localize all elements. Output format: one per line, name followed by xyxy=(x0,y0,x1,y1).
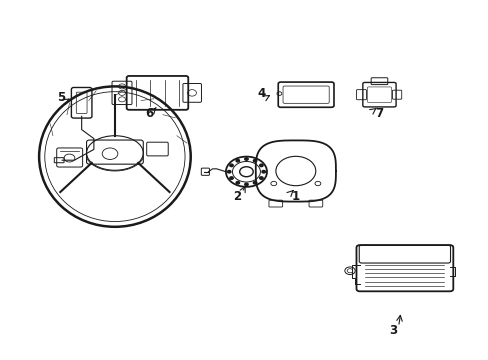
Circle shape xyxy=(227,171,230,173)
Circle shape xyxy=(262,171,265,173)
Text: 5: 5 xyxy=(57,91,65,104)
Text: 6: 6 xyxy=(145,107,153,120)
Circle shape xyxy=(253,159,256,162)
Circle shape xyxy=(259,177,263,179)
Circle shape xyxy=(229,177,233,179)
Text: 7: 7 xyxy=(374,107,382,120)
Text: 3: 3 xyxy=(389,324,397,337)
Circle shape xyxy=(253,181,256,184)
Circle shape xyxy=(236,159,239,162)
Circle shape xyxy=(229,164,233,167)
Circle shape xyxy=(259,164,263,167)
Text: 4: 4 xyxy=(257,87,265,100)
Circle shape xyxy=(244,183,247,186)
Text: 1: 1 xyxy=(291,190,299,203)
Text: 2: 2 xyxy=(233,190,241,203)
Circle shape xyxy=(236,181,239,184)
Circle shape xyxy=(244,158,247,160)
